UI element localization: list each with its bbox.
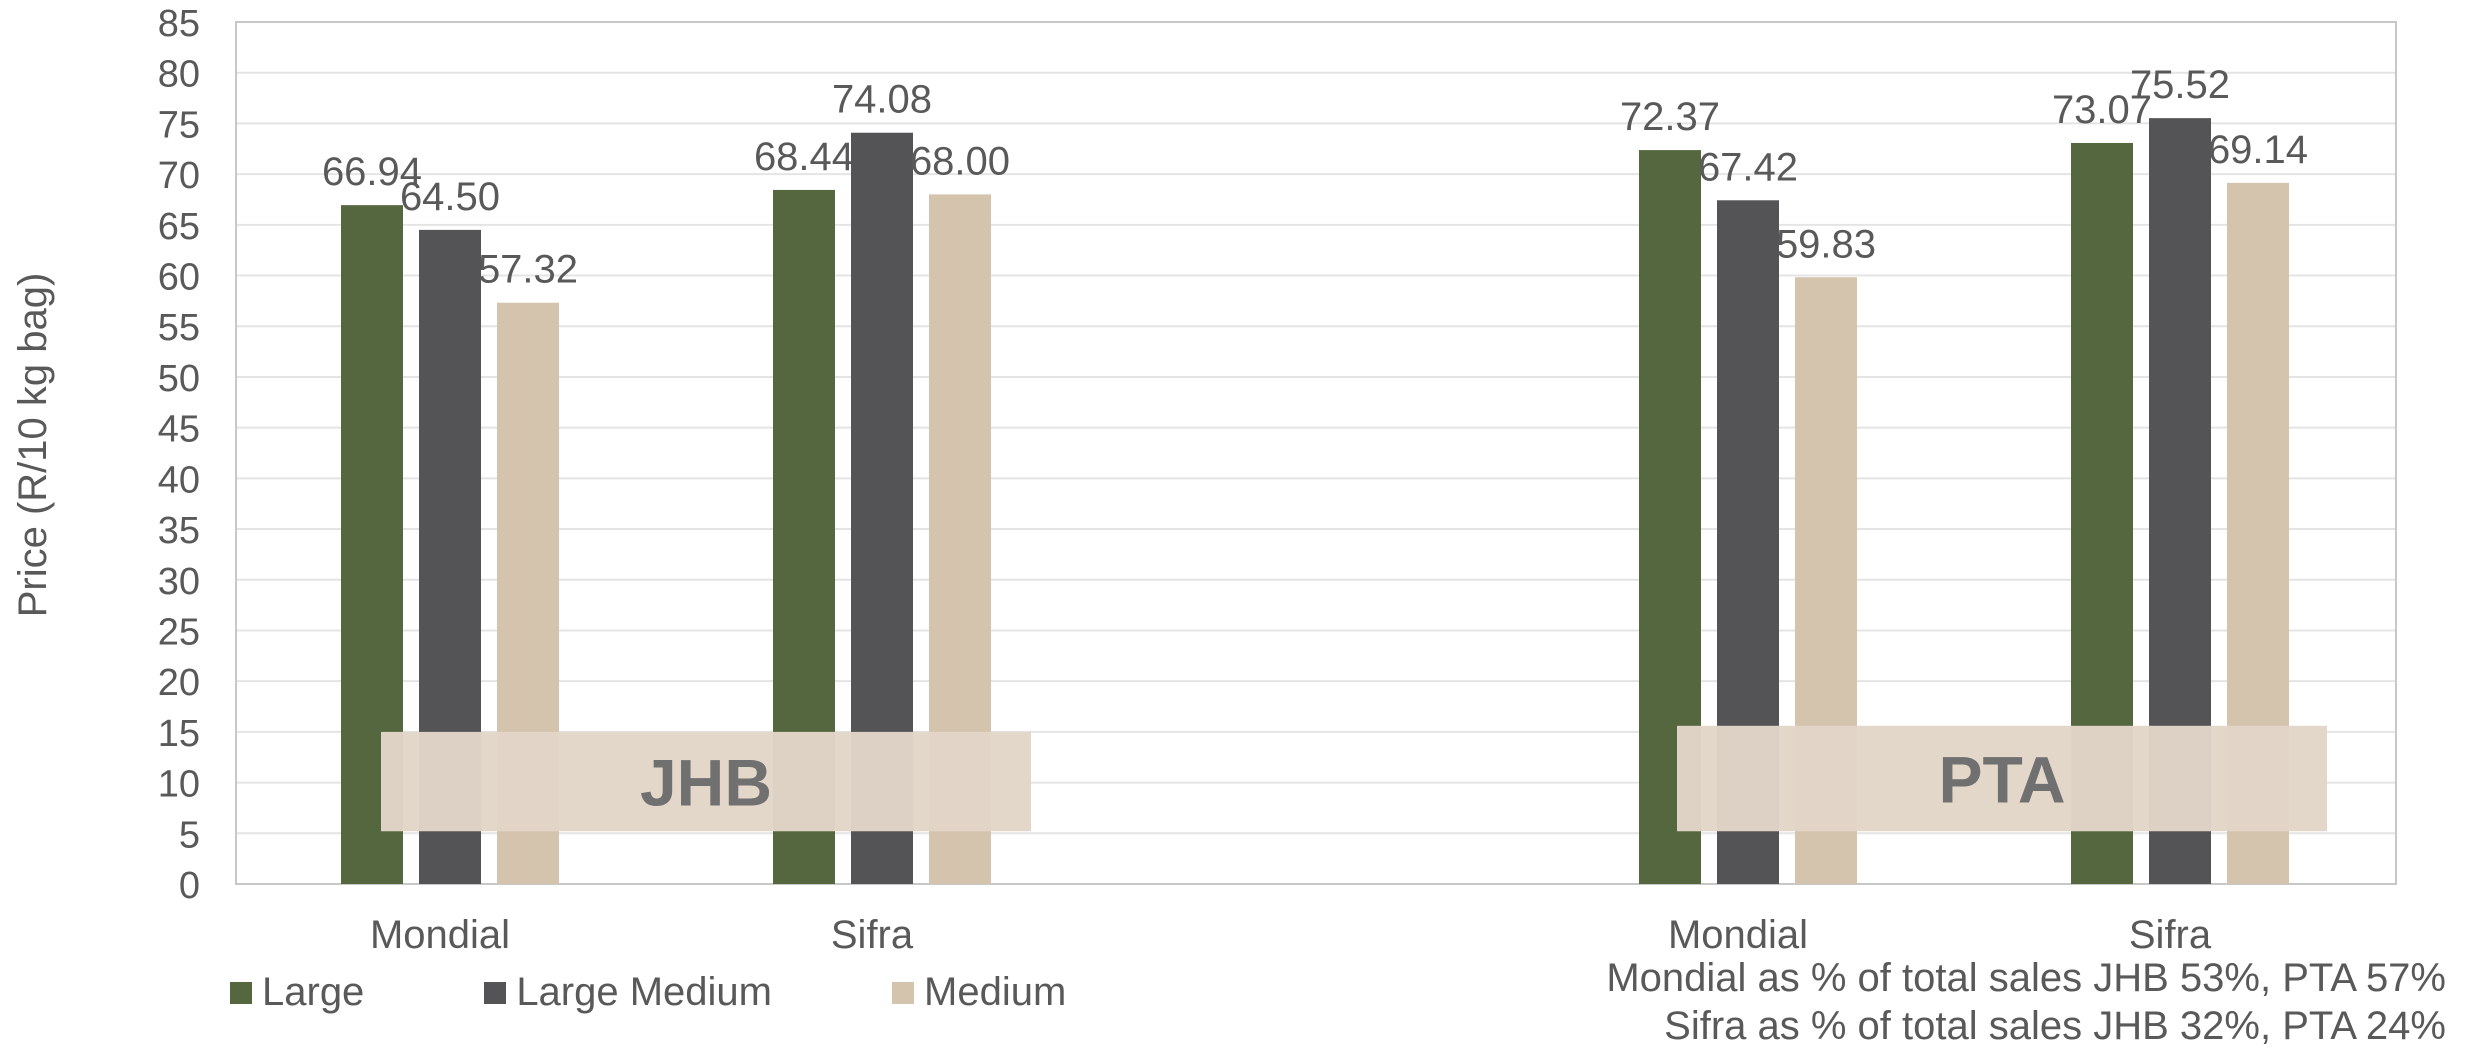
plot-frame	[235, 21, 2397, 885]
legend-label: Large	[262, 970, 365, 1014]
data-label: 66.94	[322, 150, 422, 194]
group-band-jhb	[381, 731, 1031, 832]
data-label: 75.52	[2130, 63, 2230, 107]
y-tick-label: 60	[158, 257, 200, 299]
data-label: 69.14	[2208, 128, 2308, 172]
data-label: 57.32	[478, 248, 578, 292]
legend-item: Medium	[892, 970, 1066, 1015]
data-label: 64.50	[400, 175, 500, 219]
x-category-label: Mondial	[370, 913, 510, 957]
data-label: 67.42	[1698, 145, 1798, 189]
data-label: 74.08	[832, 78, 932, 122]
x-category-label: Mondial	[1668, 913, 1808, 957]
y-tick-label: 35	[158, 510, 200, 552]
data-label: 68.44	[754, 135, 854, 179]
y-tick-label: 70	[158, 155, 200, 197]
y-axis-label: Price (R/10 kg bag)	[11, 273, 55, 618]
legend-swatch	[230, 981, 252, 1004]
y-tick-label: 65	[158, 206, 200, 248]
y-tick-label: 25	[158, 611, 200, 653]
legend-item: Large Medium	[484, 970, 772, 1015]
y-tick-label: 80	[158, 54, 200, 96]
group-band-pta	[1677, 725, 2327, 832]
y-axis-ticks: 0 5 10 15 20 25 30 35 40 45 50 55 60 65 70 75 80 85	[158, 3, 200, 907]
y-tick-label: 45	[158, 409, 200, 451]
y-tick-label: 15	[158, 713, 200, 755]
y-tick-label: 0	[179, 865, 200, 907]
group-bands: JHB PTA	[381, 725, 2327, 832]
group-label-jhb: JHB	[640, 746, 772, 820]
y-tick-label: 75	[158, 104, 200, 146]
legend-label: Large Medium	[516, 970, 772, 1014]
group-label-pta: PTA	[1938, 743, 2065, 817]
x-category-label: Sifra	[2129, 913, 2212, 957]
note-mondial-share: Mondial as % of total sales JHB 53%, PTA…	[1606, 956, 2446, 1000]
y-tick-label: 50	[158, 358, 200, 400]
y-tick-label: 10	[158, 764, 200, 806]
legend: Large Large Medium Medium	[230, 970, 1186, 1015]
data-label: 73.07	[2052, 88, 2152, 132]
y-tick-label: 5	[179, 814, 200, 856]
legend-swatch	[484, 981, 507, 1004]
legend-label: Medium	[924, 970, 1067, 1014]
y-tick-label: 40	[158, 459, 200, 501]
y-tick-label: 55	[158, 307, 200, 349]
data-label: 72.37	[1620, 95, 1720, 139]
y-tick-label: 30	[158, 561, 200, 603]
data-label: 59.83	[1776, 222, 1876, 266]
x-category-label: Sifra	[831, 913, 914, 957]
legend-swatch	[892, 981, 914, 1004]
y-tick-label: 20	[158, 662, 200, 704]
y-tick-label: 85	[158, 3, 200, 45]
x-axis-labels: Mondial Sifra Mondial Sifra	[370, 913, 2212, 957]
note-sifra-share: Sifra as % of total sales JHB 32%, PTA 2…	[1664, 1004, 2446, 1048]
legend-item: Large	[230, 970, 364, 1015]
gridlines	[235, 21, 2397, 885]
data-label: 68.00	[910, 139, 1010, 183]
